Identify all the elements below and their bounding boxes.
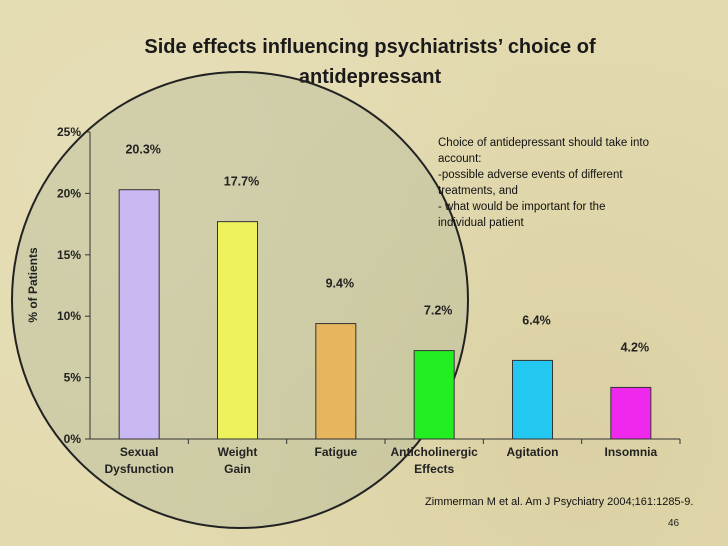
chart-axes: 0% 5% 10% 15% 20% 25%: [57, 125, 681, 446]
bar-value-label: 20.3%: [125, 143, 160, 157]
slide-title: Side effects influencing psychiatrists’ …: [60, 32, 680, 92]
category-label: Gain: [224, 462, 251, 476]
category-label: Sexual: [120, 445, 159, 459]
y-tick-label: 10%: [57, 309, 81, 323]
note-line-3: -possible adverse events of different: [438, 169, 623, 181]
category-label: Insomnia: [604, 445, 657, 459]
note-line-4: treatments, and: [438, 185, 518, 197]
bar: [610, 386, 652, 440]
category-label: Fatigue: [314, 445, 357, 459]
bar-value-label: 9.4%: [326, 277, 355, 291]
chart-labels: 20.3% Sexual Dysfunction 17.7% Weight Gain 9.4…: [104, 143, 657, 476]
y-tick-label: 0%: [64, 432, 82, 446]
title-line-1: Side effects influencing psychiatrists’ …: [144, 36, 596, 58]
category-label: Anticholinergic: [390, 445, 478, 459]
bar: [217, 221, 258, 440]
category-label: Agitation: [507, 445, 559, 459]
y-axis-label: % of Patients: [26, 247, 40, 323]
y-tick-label: 5%: [64, 371, 82, 385]
bar-value-label: 4.2%: [621, 340, 650, 354]
bar: [413, 350, 455, 440]
bar-value-label: 6.4%: [522, 313, 551, 327]
annotation-note: Choice of antidepressant should take int…: [438, 135, 688, 231]
category-label: Dysfunction: [104, 462, 173, 476]
chart-bars: [118, 189, 652, 440]
bar-value-label: 17.7%: [224, 175, 259, 189]
y-tick-label: 15%: [57, 248, 81, 262]
citation: Zimmerman M et al. Am J Psychiatry 2004;…: [425, 496, 694, 508]
y-tick-label: 20%: [57, 186, 81, 200]
note-line-1: Choice of antidepressant should take int…: [438, 137, 649, 149]
y-tick-label: 25%: [57, 125, 81, 139]
note-line-5: - what would be important for the: [438, 201, 606, 213]
category-label: Effects: [414, 462, 454, 476]
bar: [512, 359, 553, 440]
category-label: Weight: [218, 445, 258, 459]
bar: [315, 323, 357, 440]
bar: [118, 189, 160, 440]
note-line-2: account:: [438, 153, 482, 165]
bar-value-label: 7.2%: [424, 304, 453, 318]
title-line-2: antidepressant: [298, 66, 442, 88]
page-number: 46: [668, 518, 680, 529]
note-line-6: individual patient: [438, 217, 524, 229]
